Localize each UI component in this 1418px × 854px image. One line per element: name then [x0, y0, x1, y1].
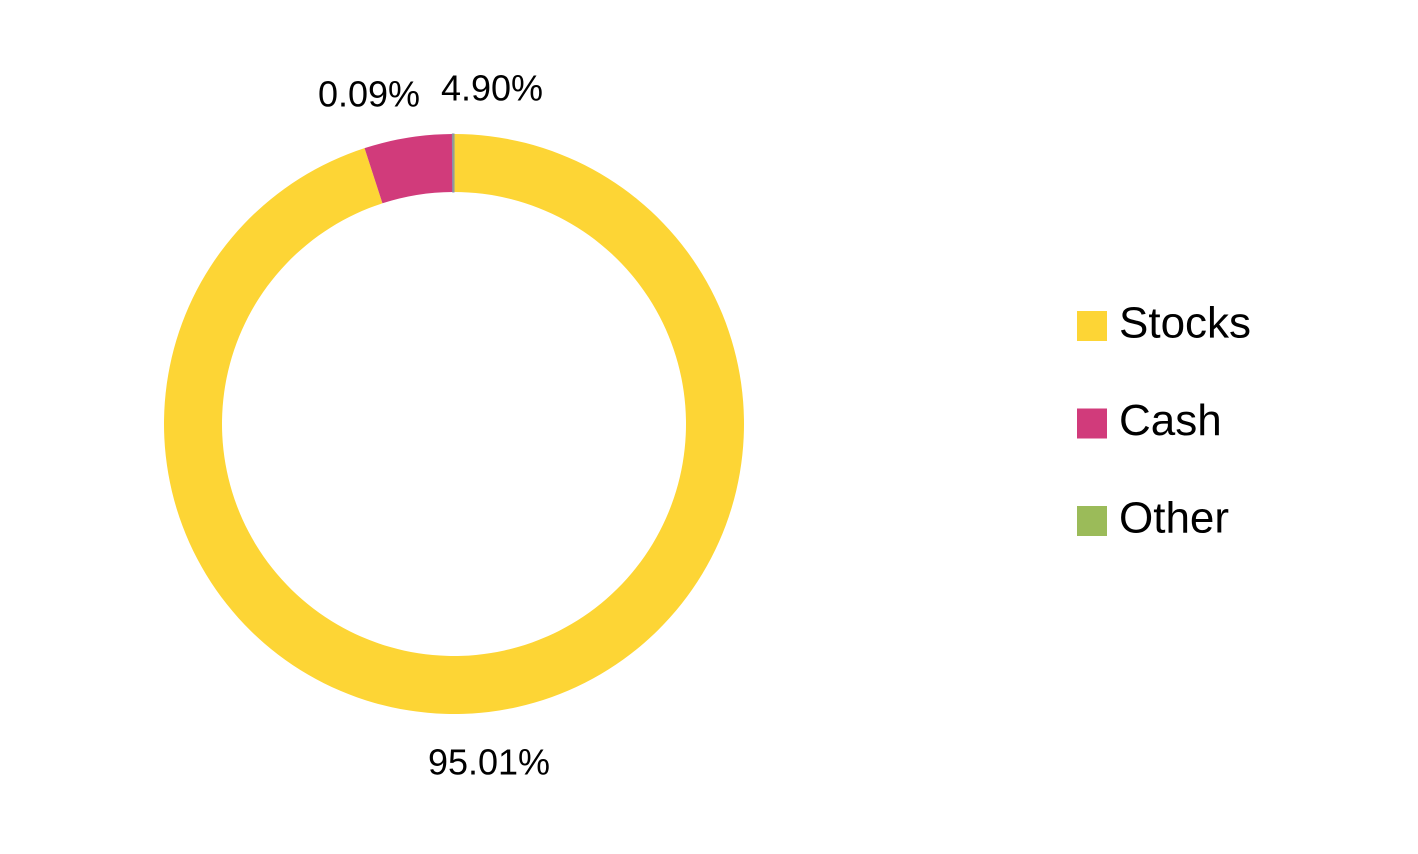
data-label: 0.09% [318, 74, 420, 115]
legend-label: Cash [1119, 396, 1222, 445]
legend-label: Other [1119, 494, 1229, 543]
donut-slice [364, 134, 453, 204]
donut-slice [164, 134, 745, 714]
legend-label: Stocks [1119, 299, 1251, 348]
legend-swatch [1077, 311, 1107, 341]
data-label: 95.01% [428, 742, 550, 783]
donut-slice [451, 133, 455, 193]
legend-swatch [1077, 506, 1107, 536]
data-label: 4.90% [441, 68, 543, 109]
legend-swatch [1077, 408, 1107, 439]
